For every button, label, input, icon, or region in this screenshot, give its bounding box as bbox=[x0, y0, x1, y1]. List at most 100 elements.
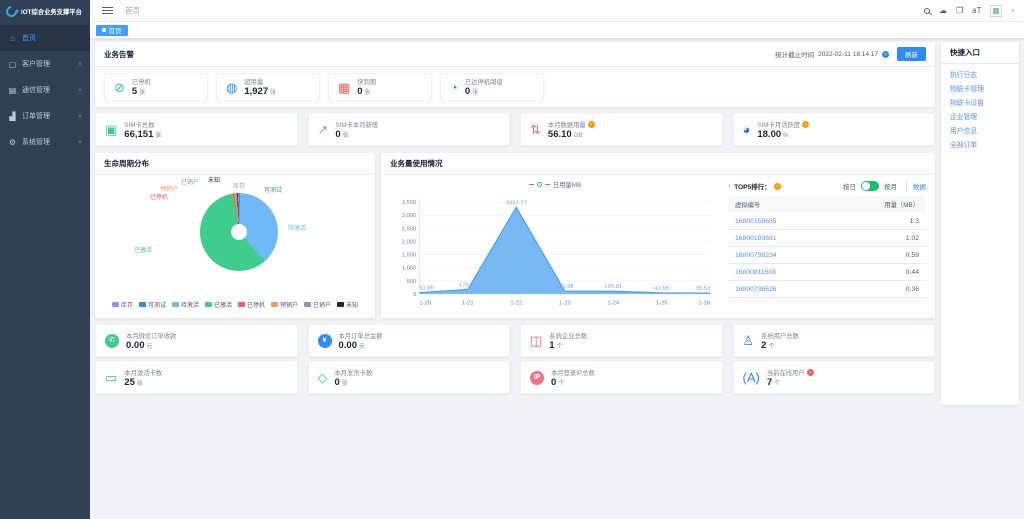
stat-value: 0.00 bbox=[338, 339, 358, 351]
quick-link-1[interactable]: 物联卡管理 bbox=[950, 86, 984, 93]
lifecycle-card: 生命周期分布 可测试 待激活 已激活 已停机 预销户 已销户 未知 库存 库存 可测试 待激活… bbox=[95, 153, 375, 318]
svg-text:2,500: 2,500 bbox=[402, 226, 417, 232]
quick-link-5[interactable]: 全部订单 bbox=[950, 142, 978, 149]
svg-text:3,500: 3,500 bbox=[402, 200, 417, 206]
legend-label: 已激活 bbox=[213, 303, 232, 309]
row-number[interactable]: 16800811508 bbox=[735, 268, 777, 276]
top-navbar: 首页 ☁ ❐ aT ▾ bbox=[90, 0, 1024, 22]
breadcrumb[interactable]: 首页 bbox=[125, 6, 140, 15]
stat-value: 1 bbox=[549, 339, 555, 351]
svg-text:51.89: 51.89 bbox=[419, 286, 434, 292]
table-row[interactable]: 16800811508 0.44 bbox=[728, 264, 926, 281]
sidebar-item-icon: ⚙ bbox=[8, 137, 17, 147]
tab-home[interactable]: 首页 bbox=[96, 24, 128, 36]
legend-swatch bbox=[138, 302, 146, 307]
quick-link-2[interactable]: 物联卡设置 bbox=[950, 100, 984, 107]
stat-icon: ◍ bbox=[226, 79, 238, 95]
help-icon: ? bbox=[773, 182, 781, 190]
font-size-icon[interactable]: aT bbox=[972, 5, 982, 15]
legend-item: 可测试 bbox=[138, 300, 166, 309]
legend-label: 待激活 bbox=[180, 303, 199, 309]
sidebar-item-customer[interactable]: ▢ 客户管理 ∨ bbox=[0, 51, 90, 77]
legend-swatch bbox=[271, 302, 279, 307]
legend-swatch bbox=[304, 302, 312, 307]
row-number[interactable]: 16800193681 bbox=[735, 234, 777, 242]
svg-text:113.38: 113.38 bbox=[556, 284, 573, 290]
sidebar-item-orders[interactable]: ▟ 订单管理 ∨ bbox=[0, 103, 90, 129]
stat-unit: 元 bbox=[359, 343, 366, 350]
help-icon: ? bbox=[587, 120, 595, 128]
table-row[interactable]: 16800738234 0.59 bbox=[728, 247, 926, 264]
legend-item: 预销户 bbox=[271, 300, 298, 309]
stat-label: 当前在线用户 bbox=[766, 369, 805, 377]
stat-unit: 个 bbox=[556, 343, 563, 350]
stat-icon: ◔ bbox=[450, 79, 458, 95]
navbar-actions: ☁ ❐ aT ▾ bbox=[923, 4, 1014, 17]
row-number[interactable]: 16800736526 bbox=[735, 285, 777, 293]
stat-label: 本月发货卡数 bbox=[334, 369, 373, 377]
col-usage: 用量（MB） bbox=[884, 202, 919, 209]
svg-text:0: 0 bbox=[413, 292, 417, 298]
refresh-button[interactable]: 刷新 bbox=[897, 47, 926, 61]
pie-callout-label: 可测试 bbox=[264, 188, 283, 194]
svg-text:41.55: 41.55 bbox=[654, 286, 669, 292]
day-month-toggle[interactable] bbox=[861, 181, 879, 191]
usage-chart-area: 日用量MB 0 500 1,000 1,500 2,000 2,500 3,000 3,500… bbox=[390, 178, 720, 318]
chevron-down-icon: ∨ bbox=[77, 113, 82, 119]
pie-callout-label: 已销户 bbox=[181, 180, 200, 186]
stat-unit: 张 bbox=[341, 380, 348, 387]
table-row[interactable]: 16800193681 1.02 bbox=[728, 230, 926, 247]
fullscreen-icon[interactable]: ❐ bbox=[955, 5, 964, 15]
stat-unit: 张 bbox=[136, 380, 143, 387]
toggle-month-label[interactable]: 按月 bbox=[884, 184, 897, 191]
avatar[interactable] bbox=[990, 4, 1003, 17]
row-usage: 1.02 bbox=[905, 234, 919, 242]
search-icon[interactable] bbox=[923, 7, 930, 14]
sidebar-item-icon: ⌂ bbox=[10, 33, 15, 43]
stat-label: SIM卡总数 bbox=[124, 121, 155, 129]
svg-text:176.06: 176.06 bbox=[459, 282, 477, 288]
stat-unit: % bbox=[783, 132, 789, 139]
row-number[interactable]: 16800738234 bbox=[735, 251, 777, 259]
stat-label: 系统企业总数 bbox=[549, 332, 588, 340]
stat-unit: 张 bbox=[155, 132, 162, 139]
legend-label: 库存 bbox=[120, 303, 133, 309]
chevron-down-icon[interactable]: ▾ bbox=[1011, 7, 1014, 14]
pie-callout-label: 已激活 bbox=[134, 248, 153, 254]
quick-link-3[interactable]: 企业管理 bbox=[950, 114, 978, 121]
row-usage: 0.44 bbox=[905, 268, 919, 276]
finance-stat-row: ✆ 本月微信订单收款 0.00 元 ¥ 本月订单总金额 0.00 元 ◫ 系统企业总 bbox=[95, 324, 935, 357]
quick-link-0[interactable]: 执行日志 bbox=[950, 72, 978, 79]
table-row[interactable]: 16800736526 0.36 bbox=[728, 281, 926, 298]
sidebar-item-home[interactable]: ⌂ 首页 bbox=[0, 25, 90, 51]
cloud-download-icon[interactable]: ☁ bbox=[938, 5, 947, 15]
stat-unit: GB bbox=[573, 132, 583, 139]
sidebar-item-label: 订单管理 bbox=[22, 113, 50, 120]
stat-value: 0 bbox=[334, 376, 340, 388]
stat-value: 5 bbox=[131, 86, 138, 97]
svg-text:1-26: 1-26 bbox=[699, 301, 711, 307]
top5-arrow-icon: ↑ bbox=[728, 182, 732, 190]
quick-entry-title: 快捷入口 bbox=[950, 48, 980, 57]
sidebar-item-system[interactable]: ⚙ 系统管理 ∨ bbox=[0, 129, 90, 155]
info-icon: ? bbox=[882, 50, 889, 58]
usage-title: 业务量使用情况 bbox=[390, 159, 443, 168]
data-link[interactable]: 数据 bbox=[906, 181, 926, 191]
toggle-day-label[interactable]: 按日 bbox=[843, 184, 856, 191]
sidebar-item-communication[interactable]: ▤ 通信管理 ∨ bbox=[0, 77, 90, 103]
hamburger-icon[interactable] bbox=[102, 9, 113, 12]
stat-label: 已停机 bbox=[131, 79, 151, 86]
svg-text:500: 500 bbox=[407, 279, 418, 285]
stat-unit: 张 bbox=[270, 90, 277, 96]
row-usage: 0.36 bbox=[905, 285, 919, 293]
stat-value: 0.00 bbox=[126, 339, 145, 351]
tags-view-bar: 首页 bbox=[90, 22, 1024, 38]
quick-link-4[interactable]: 用户信息 bbox=[950, 128, 978, 135]
stat-unit: 张 bbox=[472, 90, 479, 96]
table-row[interactable]: 16800158685 1.3 bbox=[728, 213, 926, 230]
usage-area-chart: 0 500 1,000 1,500 2,000 2,500 3,000 3,500 51.89 1… bbox=[402, 199, 711, 307]
row-number[interactable]: 16800158685 bbox=[735, 217, 777, 225]
